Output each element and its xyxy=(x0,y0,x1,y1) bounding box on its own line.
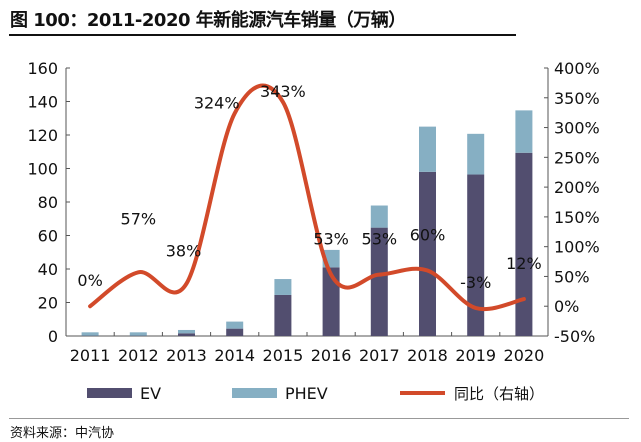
data-label-yoy: 0% xyxy=(77,271,102,290)
left-tick-label: 140 xyxy=(27,93,58,112)
bar-phev xyxy=(467,133,485,175)
left-tick-label: 160 xyxy=(27,59,58,78)
data-label-yoy: 12% xyxy=(506,254,542,273)
x-tick-label: 2015 xyxy=(263,346,304,365)
bar-phev xyxy=(178,329,195,334)
bar-phev xyxy=(226,321,244,329)
bar-phev xyxy=(81,332,99,336)
x-tick-label: 2019 xyxy=(455,346,496,365)
right-tick-label: 0% xyxy=(554,297,579,316)
data-label-yoy: 324% xyxy=(194,93,240,112)
x-tick-label: 2013 xyxy=(166,346,207,365)
data-label-yoy: 343% xyxy=(260,82,306,101)
right-tick-label: 300% xyxy=(554,119,600,138)
x-tick-label: 2017 xyxy=(359,346,400,365)
legend-label-yoy: 同比（右轴） xyxy=(454,385,544,403)
left-tick-label: 0 xyxy=(48,327,58,346)
left-tick-label: 20 xyxy=(38,294,58,313)
x-tick-label: 2020 xyxy=(504,346,545,365)
bar-ev xyxy=(370,227,388,336)
x-tick-label: 2012 xyxy=(118,346,159,365)
legend-swatch-ev xyxy=(87,388,132,398)
left-tick-label: 120 xyxy=(27,126,58,145)
right-tick-label: 150% xyxy=(554,208,600,227)
left-tick-label: 40 xyxy=(38,260,58,279)
left-tick-label: 60 xyxy=(38,227,58,246)
right-tick-label: 250% xyxy=(554,148,600,167)
right-tick-label: 200% xyxy=(554,178,600,197)
data-label-yoy: -3% xyxy=(460,273,491,292)
right-tick-label: 50% xyxy=(554,267,590,286)
right-tick-label: 400% xyxy=(554,59,600,78)
source-divider xyxy=(9,418,629,419)
left-tick-label: 80 xyxy=(38,193,58,212)
legend-label-ev: EV xyxy=(140,384,161,403)
bar-ev xyxy=(226,328,244,336)
bar-ev xyxy=(178,333,195,336)
bar-phev xyxy=(419,126,436,172)
legend-swatch-phev xyxy=(232,388,277,398)
bar-phev xyxy=(515,110,533,153)
bar-ev xyxy=(274,294,292,336)
left-tick-label: 100 xyxy=(27,160,58,179)
x-tick-label: 2014 xyxy=(214,346,255,365)
legend-label-phev: PHEV xyxy=(285,384,328,403)
data-label-yoy: 60% xyxy=(410,225,446,244)
chart-title: 图 100：2011-2020 年新能源汽车销量（万辆） xyxy=(10,10,406,31)
source-text: 资料来源：中汽协 xyxy=(10,426,115,441)
x-tick-label: 2016 xyxy=(311,346,352,365)
bar-ev xyxy=(322,267,340,336)
data-label-yoy: 53% xyxy=(362,230,398,249)
x-tick-label: 2011 xyxy=(70,346,111,365)
bar-ev xyxy=(515,152,533,336)
title-divider xyxy=(9,34,516,36)
line-yoy xyxy=(88,83,526,312)
right-tick-label: 100% xyxy=(554,238,600,257)
right-tick-label: -50% xyxy=(554,327,595,346)
bar-phev xyxy=(274,279,292,295)
right-tick-label: 350% xyxy=(554,89,600,108)
bar-ev xyxy=(467,174,485,336)
data-label-yoy: 38% xyxy=(166,242,202,261)
bar-phev xyxy=(129,332,147,336)
data-label-yoy: 57% xyxy=(121,209,157,228)
bar-phev xyxy=(370,205,388,228)
bar-ev xyxy=(419,171,436,336)
x-tick-label: 2018 xyxy=(407,346,448,365)
data-label-yoy: 53% xyxy=(313,230,349,249)
